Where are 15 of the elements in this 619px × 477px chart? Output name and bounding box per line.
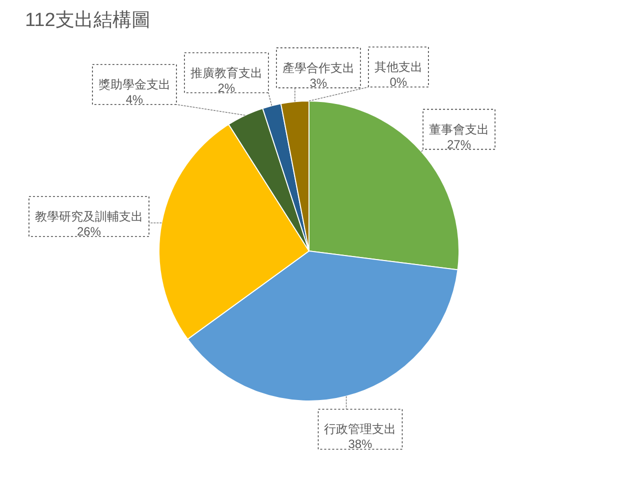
data-label: 26% bbox=[76, 224, 102, 239]
category-label: 其他支出 bbox=[374, 60, 422, 74]
chart-title: 112支出結構圖 bbox=[25, 10, 150, 31]
slice-label: 產學合作支出 bbox=[282, 60, 354, 75]
slice-label: 董事會支出 bbox=[429, 122, 490, 136]
data-label: 38% bbox=[348, 437, 373, 452]
slice-label: 教學研究及訓輔支出 bbox=[34, 210, 143, 224]
text: 0% bbox=[390, 75, 408, 89]
data-label: 4% bbox=[126, 92, 144, 107]
data-label: 3% bbox=[310, 76, 328, 90]
data-label: 27% bbox=[447, 137, 472, 152]
slice-label: 行政管理支出 bbox=[324, 422, 396, 436]
slice-label: 獎助學金支出 bbox=[98, 78, 170, 92]
slice-label: 推廣教育支出 bbox=[190, 66, 262, 80]
data-label: 2% bbox=[218, 80, 236, 95]
